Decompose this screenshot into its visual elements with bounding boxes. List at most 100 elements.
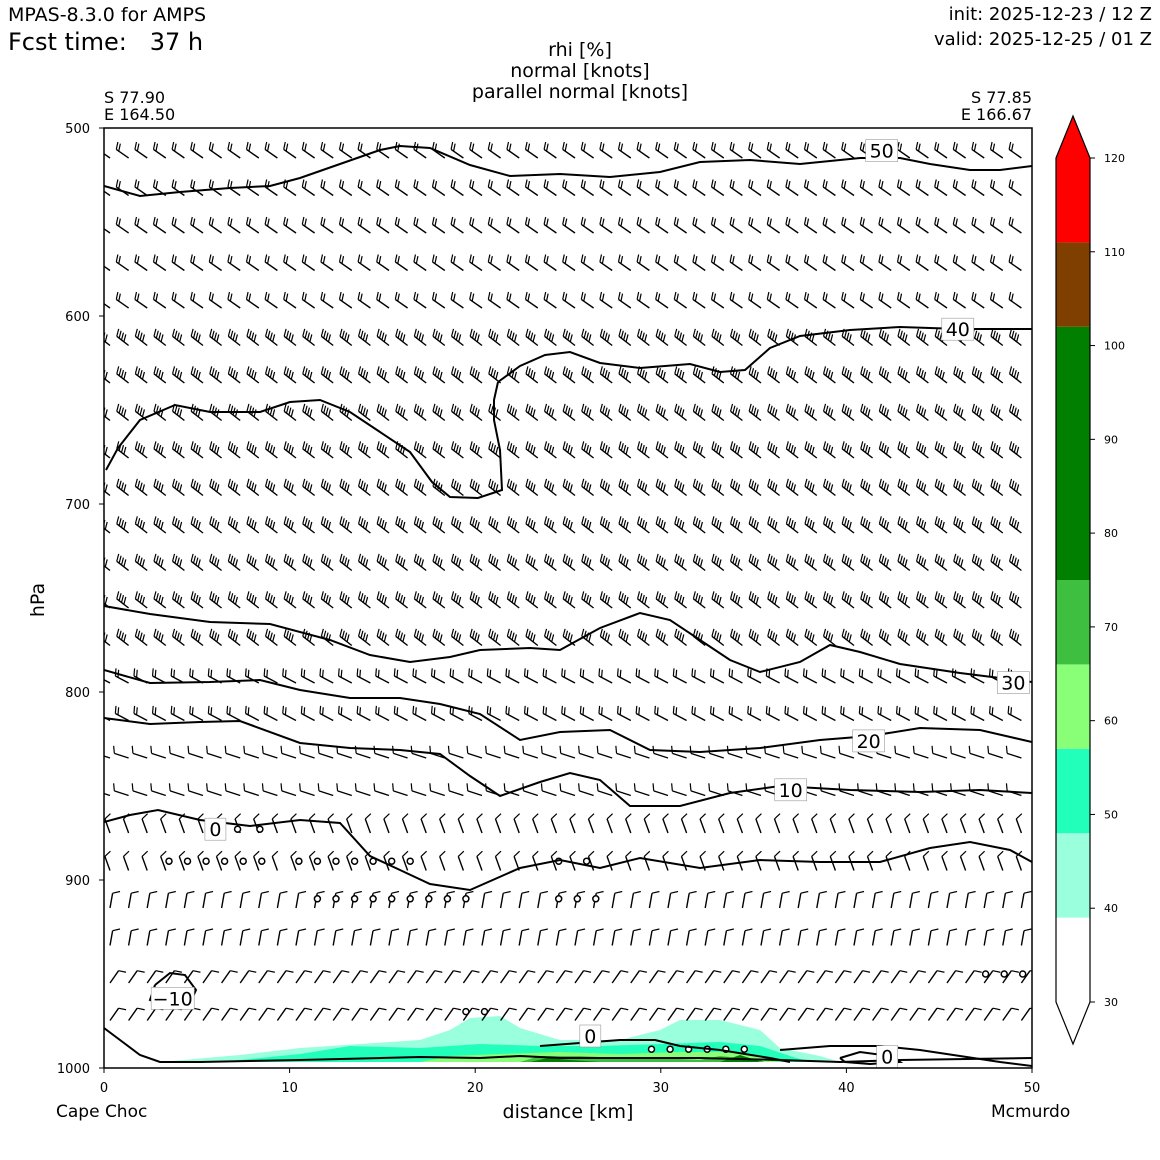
wind-barb bbox=[506, 478, 520, 497]
terrain-line bbox=[104, 1027, 1032, 1064]
wind-barb bbox=[859, 254, 874, 272]
wind-barb bbox=[283, 478, 297, 497]
wind-barb bbox=[320, 516, 334, 534]
wind-barb bbox=[197, 850, 204, 871]
wind-barb bbox=[221, 970, 238, 984]
wind-barb bbox=[462, 970, 480, 984]
wind-barb bbox=[525, 441, 539, 459]
wind-barb bbox=[711, 328, 725, 347]
wind-barb bbox=[636, 328, 650, 347]
wind-barb bbox=[685, 890, 697, 909]
wind-barb bbox=[853, 970, 871, 984]
wind-barb bbox=[802, 668, 818, 684]
wind-barb bbox=[413, 291, 427, 309]
wind-barb bbox=[797, 970, 815, 984]
wind-barb bbox=[280, 783, 297, 797]
wind-barb bbox=[320, 478, 334, 497]
wind-barb bbox=[878, 291, 892, 309]
wind-barb bbox=[971, 254, 985, 272]
contour-label-box bbox=[941, 317, 975, 341]
wind-barb bbox=[283, 553, 297, 572]
wind-barb bbox=[302, 516, 316, 534]
wind-barb bbox=[990, 366, 1004, 384]
wind-barb bbox=[339, 366, 353, 384]
wind-barb bbox=[655, 441, 669, 459]
wind-barb bbox=[927, 928, 939, 946]
wind-barb bbox=[710, 254, 725, 272]
wind-barb bbox=[338, 254, 353, 272]
wind-barb bbox=[543, 328, 557, 347]
wind-barb bbox=[630, 970, 647, 984]
contour-label-box bbox=[204, 817, 227, 841]
wind-barb bbox=[494, 813, 502, 834]
wind-barb bbox=[816, 890, 827, 909]
wind-barb bbox=[209, 366, 223, 384]
calm-marker bbox=[295, 857, 303, 865]
wind-barb bbox=[133, 705, 148, 722]
wind-barb bbox=[487, 216, 502, 234]
wind-barb bbox=[711, 591, 725, 609]
wind-barb bbox=[412, 705, 427, 722]
wind-barb bbox=[711, 478, 725, 497]
wind-barb bbox=[686, 970, 703, 984]
wind-barb bbox=[131, 745, 148, 759]
wind-barb bbox=[295, 970, 313, 984]
wind-barb bbox=[450, 591, 464, 609]
wind-barb bbox=[897, 628, 911, 647]
wind-barb bbox=[952, 291, 967, 309]
wind-barb bbox=[319, 668, 334, 684]
wind-barb bbox=[134, 141, 148, 159]
wind-barb bbox=[518, 970, 536, 984]
wind-barb bbox=[525, 591, 539, 609]
wind-barb bbox=[592, 928, 604, 946]
wind-barb bbox=[692, 478, 706, 497]
wind-barb bbox=[469, 403, 483, 422]
wind-barb bbox=[282, 705, 297, 722]
wind-barb bbox=[674, 516, 688, 534]
wind-barb bbox=[983, 928, 995, 946]
calm-marker bbox=[350, 895, 359, 903]
wind-barb bbox=[369, 970, 387, 984]
wind-barb bbox=[673, 216, 688, 234]
y-tick-label: 800 bbox=[65, 686, 90, 701]
wind-barb bbox=[895, 668, 911, 684]
wind-barb bbox=[388, 1007, 406, 1021]
wind-barb bbox=[208, 141, 223, 159]
wind-barb bbox=[580, 179, 595, 197]
wind-barb bbox=[983, 890, 995, 909]
wind-barb bbox=[562, 179, 576, 197]
wind-barb bbox=[562, 591, 576, 609]
wind-barb bbox=[580, 216, 595, 234]
wind-barb bbox=[104, 407, 111, 422]
wind-barb bbox=[500, 1007, 517, 1021]
wind-barb bbox=[395, 328, 409, 347]
wind-barb bbox=[357, 628, 371, 647]
wind-barb bbox=[630, 1007, 647, 1021]
wind-barb bbox=[466, 745, 483, 759]
wind-barb bbox=[785, 403, 799, 422]
wind-barb bbox=[804, 403, 818, 422]
wind-barb bbox=[481, 890, 493, 909]
wind-barb bbox=[1008, 553, 1022, 572]
wind-barb bbox=[141, 850, 149, 871]
wind-barb bbox=[413, 516, 427, 534]
wind-barb bbox=[394, 141, 409, 159]
wind-barb bbox=[760, 928, 772, 946]
wind-barb bbox=[801, 745, 818, 759]
wind-barb bbox=[376, 516, 390, 534]
wind-barb bbox=[357, 441, 371, 459]
wind-barb bbox=[606, 813, 614, 834]
wind-barb bbox=[246, 328, 260, 347]
wind-barb bbox=[525, 328, 539, 347]
wind-barb bbox=[239, 890, 251, 909]
wind-barb bbox=[506, 591, 520, 609]
wind-barb bbox=[897, 441, 911, 459]
wind-barb bbox=[748, 254, 762, 272]
wind-barb bbox=[439, 813, 446, 834]
contour-labels: 50 40 30 20 10 0 0 0 −10 bbox=[150, 139, 1030, 1069]
wind-barb bbox=[803, 291, 818, 309]
wind-barb bbox=[885, 813, 893, 834]
wind-barb bbox=[841, 366, 855, 384]
wind-barb bbox=[115, 141, 130, 159]
wind-barb bbox=[532, 850, 539, 871]
